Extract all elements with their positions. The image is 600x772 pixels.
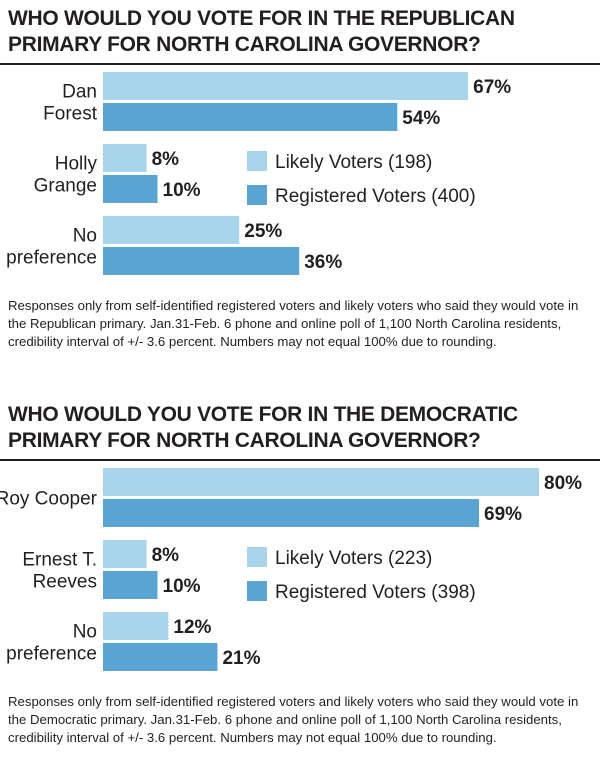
democratic-value-label-no-preference-registered: 21% [222,648,260,669]
republican-value-label-holly-grange-likely: 8% [152,149,180,170]
democratic-category-label-roy-cooper: Roy Cooper [0,489,98,510]
republican-value-label-no-preference-registered: 36% [304,252,342,273]
republican-legend-swatch-likely [247,151,267,171]
republican-category-label-holly-grange: Holly Grange [34,154,98,197]
republican-legend-swatch-registered [247,185,267,205]
republican-bar-no-preference-registered [103,247,300,275]
democratic-legend-swatch-registered [247,581,267,601]
republican-category-label-dan-forest: Dan Forest [43,82,98,125]
republican-value-label-no-preference-likely: 25% [244,221,282,242]
democratic-category-label-no-preference: No preference [6,622,97,665]
republican-category-label-no-preference: No preference [6,226,97,269]
republican-bar-chart: Dan Forest 67% 54% Holly Grange 8% 10% No prefere… [6,72,511,275]
democratic-bar-chart: Roy Cooper 80% 69% Ernest T. Reeves 8% 10% No pr… [0,468,582,671]
republican-panel: WHO WOULD YOU VOTE FOR IN THE REPUBLICAN… [0,7,600,349]
democratic-value-label-no-preference-likely: 12% [173,617,211,638]
democratic-bar-roy-cooper-likely [103,468,539,496]
democratic-bar-ernest-t-reeves-registered [103,571,158,599]
republican-value-label-dan-forest-registered: 54% [402,108,440,129]
republican-bar-dan-forest-registered [103,103,398,131]
democratic-legend-swatch-likely [247,547,267,567]
democratic-legend-label-registered: Registered Voters (398) [275,582,476,603]
democratic-footnote: Responses only from self-identified regi… [8,694,579,745]
republican-legend-label-registered: Registered Voters (400) [275,186,476,207]
democratic-bar-no-preference-likely [103,612,169,640]
democratic-panel: WHO WOULD YOU VOTE FOR IN THE DEMOCRATIC… [0,396,600,772]
democratic-title-rule [0,459,600,461]
republican-title-rule [0,63,600,65]
democratic-value-label-roy-cooper-likely: 80% [544,473,582,494]
democratic-value-label-ernest-t-reeves-likely: 8% [152,545,180,566]
democratic-bar-roy-cooper-registered [103,499,480,527]
republican-bar-no-preference-likely [103,216,240,244]
democratic-legend-label-likely: Likely Voters (223) [275,548,432,569]
republican-footnote: Responses only from self-identified regi… [8,298,579,349]
republican-bar-holly-grange-likely [103,144,147,172]
republican-value-label-holly-grange-registered: 10% [163,180,201,201]
republican-bar-dan-forest-likely [103,72,469,100]
democratic-value-label-roy-cooper-registered: 69% [484,504,522,525]
democratic-bar-no-preference-registered [103,643,218,671]
republican-chart-title: WHO WOULD YOU VOTE FOR IN THE REPUBLICAN… [8,7,515,56]
democratic-value-label-ernest-t-reeves-registered: 10% [163,576,201,597]
democratic-bar-ernest-t-reeves-likely [103,540,147,568]
democratic-category-label-ernest-t-reeves: Ernest T. Reeves [22,550,97,593]
republican-bar-holly-grange-registered [103,175,158,203]
republican-legend-label-likely: Likely Voters (198) [275,152,432,173]
democratic-chart-title: WHO WOULD YOU VOTE FOR IN THE DEMOCRATIC… [8,403,518,452]
republican-value-label-dan-forest-likely: 67% [473,77,511,98]
